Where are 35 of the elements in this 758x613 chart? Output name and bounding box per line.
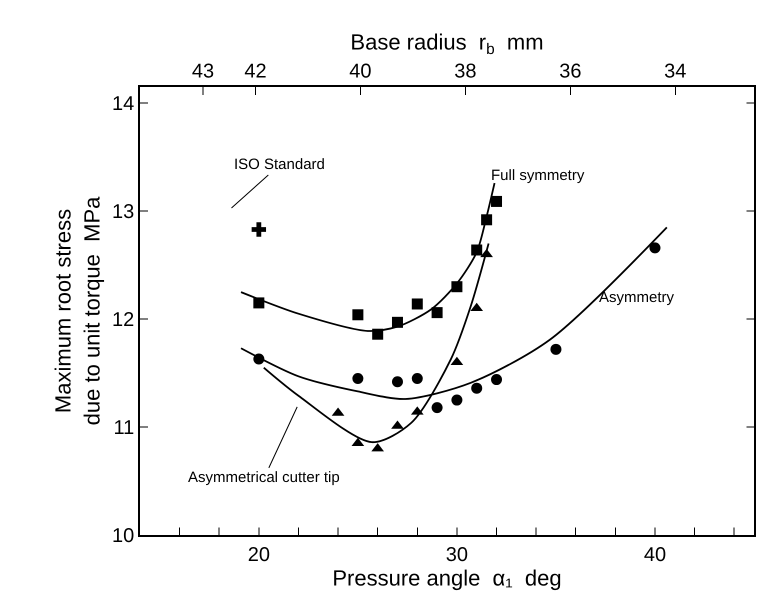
annotation: Asymmetry [599,289,674,306]
x2-tick-label: 38 [454,60,476,82]
y-tick-label: 14 [112,93,134,116]
annotation: ISO Standard [234,156,325,173]
point [451,394,462,406]
y-tick-label: 10 [112,525,134,547]
x-tick-label: 20 [248,544,270,566]
x-axis-title: Pressure angle α₁ deg [332,566,562,591]
point [491,374,502,386]
y-tick-label: 11 [113,417,134,440]
point [649,242,660,254]
x2-tick-label: 42 [244,60,267,82]
point [352,372,364,384]
point [491,196,502,207]
x2-tick-label: 34 [664,60,686,82]
y-tick-label: 12 [112,309,134,332]
point [252,222,266,237]
y-tick-label: 13 [112,201,134,224]
annotation: Full symmetry [491,167,585,184]
x2-tick-label: 36 [559,60,582,82]
x2-axis-title: Base radius r$_{b}$ mm [350,30,544,58]
point [432,402,443,414]
point [392,376,403,388]
point [352,309,364,320]
x-tick-label: 40 [644,544,666,566]
point [412,372,423,384]
point [471,382,482,394]
point [550,344,562,355]
x2-tick-label: 40 [349,60,372,82]
x-tick-label: 30 [446,544,468,566]
annotation: Asymmetrical cutter tip [188,469,340,486]
point [432,307,443,318]
y-axis-title: Maximum root stress due to unit torque MPa [50,196,104,426]
x2-tick-label: 43 [192,60,214,82]
point [412,298,423,310]
